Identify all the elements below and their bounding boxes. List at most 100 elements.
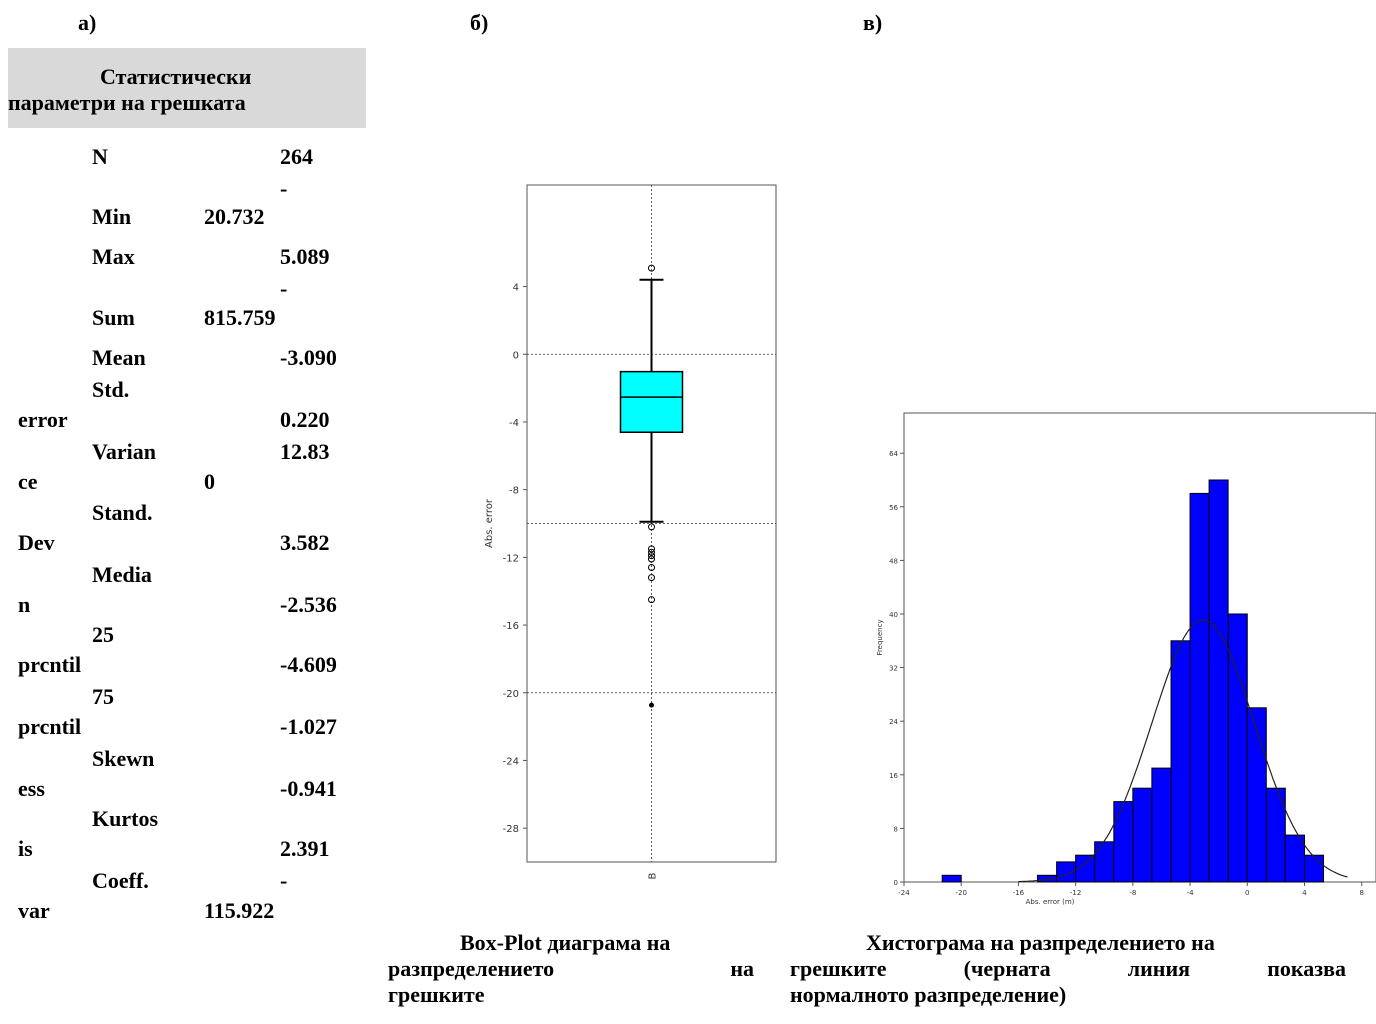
- stats-cell: -: [280, 176, 288, 201]
- y-tick-label: 56: [889, 504, 898, 512]
- x-tick-label: 8: [1359, 889, 1363, 897]
- box-caption-line2: разпределението на: [388, 956, 754, 982]
- outlier-point: [648, 564, 655, 572]
- panel-label-a: а): [78, 10, 97, 35]
- stats-cell: 3.582: [280, 530, 330, 555]
- stats-cell: 25: [92, 622, 114, 647]
- stats-cell: Coeff.: [92, 868, 149, 893]
- histogram-bar: [1246, 707, 1267, 883]
- histogram-bar: [1132, 787, 1153, 883]
- x-tick-label: -24: [898, 889, 910, 897]
- hist-caption-word: показва: [1267, 956, 1346, 981]
- outlier-point: [648, 548, 655, 556]
- x-tick-label: -20: [955, 889, 966, 897]
- stats-cell: n: [18, 592, 31, 617]
- x-tick-label: -16: [1013, 889, 1025, 897]
- y-tick-label: -12: [503, 553, 519, 564]
- box-caption-line3: грешките: [388, 982, 485, 1007]
- y-tick-label: 32: [889, 665, 898, 673]
- outlier-point: [648, 596, 655, 604]
- stats-table-title-line1: Статистически: [100, 64, 252, 89]
- stats-cell: -: [280, 276, 288, 301]
- stats-cell: error: [18, 407, 68, 432]
- stats-cell: -2.536: [280, 592, 337, 617]
- histogram-caption: Хистограма на разпределението на грешкит…: [790, 930, 1346, 1008]
- stats-cell: -1.027: [280, 714, 337, 739]
- hist-caption-word: линия: [1127, 956, 1191, 981]
- hist-caption-line1: Хистограма на разпределението на: [866, 930, 1215, 955]
- outlier-point: [648, 264, 655, 272]
- outlier-point: [648, 555, 655, 563]
- y-tick-label: 16: [889, 772, 898, 780]
- stats-cell: 20.732: [204, 204, 265, 229]
- stats-cell: -0.941: [280, 776, 337, 801]
- y-tick-label: 0: [513, 350, 519, 361]
- histogram-bar: [1094, 841, 1115, 883]
- y-tick-label: 4: [513, 283, 519, 294]
- extreme-point: [649, 702, 654, 708]
- y-tick-label: 48: [889, 557, 898, 565]
- stats-table-header: Статистически параметри на грешката: [8, 48, 366, 128]
- stats-cell: Stand.: [92, 500, 153, 525]
- stats-cell: is: [18, 836, 33, 861]
- y-tick-label: 24: [889, 718, 898, 726]
- stats-cell: Varian: [92, 439, 156, 464]
- outlier-point: [648, 545, 655, 553]
- y-tick-label: -8: [509, 486, 519, 497]
- stats-cell: N: [92, 144, 108, 169]
- stats-cell: Mean: [92, 345, 146, 370]
- stats-cell: -: [280, 868, 288, 893]
- stats-cell: Kurtos: [92, 806, 158, 831]
- stats-cell: 75: [92, 684, 114, 709]
- x-tick-label: -8: [1129, 889, 1136, 897]
- stats-table-title-line2: параметри на грешката: [8, 90, 246, 115]
- hist-caption-line3: нормалното разпределение): [790, 982, 1067, 1007]
- y-tick-label: -28: [503, 824, 519, 835]
- stats-cell: ess: [18, 776, 45, 801]
- x-tick-label: -4: [1187, 889, 1195, 897]
- x-tick-label: 4: [1302, 889, 1307, 897]
- panel-label-c: в): [863, 10, 883, 35]
- stats-cell: 815.759: [204, 305, 276, 330]
- box-plot-chart: 4 0 -4 -8 -12 -16 -20 -24 -28 Abs. error B: [484, 184, 777, 879]
- x-axis-label: Abs. error (m): [1026, 898, 1075, 906]
- histogram-bar: [1303, 854, 1325, 883]
- stats-cell: var: [18, 898, 50, 923]
- stats-cell: Min: [92, 204, 132, 229]
- y-tick-label: -20: [503, 689, 519, 700]
- stats-cell: Media: [92, 562, 152, 587]
- stats-cell: prcntil: [18, 652, 82, 677]
- stats-cell: Sum: [92, 305, 135, 330]
- y-tick-label: 8: [894, 825, 898, 833]
- y-axis-label: Abs. error: [484, 498, 495, 548]
- stats-cell: 0.220: [280, 407, 330, 432]
- histogram-bar: [1227, 613, 1248, 883]
- hist-caption-word: (черната: [963, 956, 1051, 981]
- stats-cell: -4.609: [280, 652, 337, 677]
- y-tick-label: 64: [889, 450, 898, 458]
- box-plot-caption: Box-Plot диаграма на разпределението на …: [388, 930, 754, 1008]
- stats-cell: 5.089: [280, 244, 330, 269]
- stats-cell: Std.: [92, 377, 130, 402]
- histogram-bar: [1189, 492, 1210, 883]
- stats-cell: 264: [280, 144, 313, 169]
- box: [619, 370, 684, 434]
- stats-cell: 0: [204, 469, 215, 494]
- y-tick-label: -16: [503, 621, 519, 632]
- y-tick-label: -24: [503, 756, 519, 767]
- histogram-bar: [941, 874, 962, 883]
- outlier-point: [648, 523, 655, 531]
- box-caption-word2: на: [730, 956, 754, 981]
- histogram-chart: -24 -20 -16 -12 -8 -4 0 4 80816243240485664Abs. …: [876, 412, 1376, 906]
- stats-cell: 2.391: [280, 836, 330, 861]
- y-tick-label: 40: [889, 611, 898, 619]
- histogram-bar: [1284, 834, 1305, 883]
- panel-label-b: б): [470, 10, 489, 35]
- stats-cell: 12.83: [280, 439, 330, 464]
- stats-cell: Skewn: [92, 746, 155, 771]
- y-tick-label: 0: [894, 879, 898, 887]
- histogram-bar: [1113, 801, 1134, 883]
- outlier-point: [648, 574, 655, 582]
- histogram-bar: [1170, 640, 1191, 883]
- x-tick-label: 0: [1245, 889, 1249, 897]
